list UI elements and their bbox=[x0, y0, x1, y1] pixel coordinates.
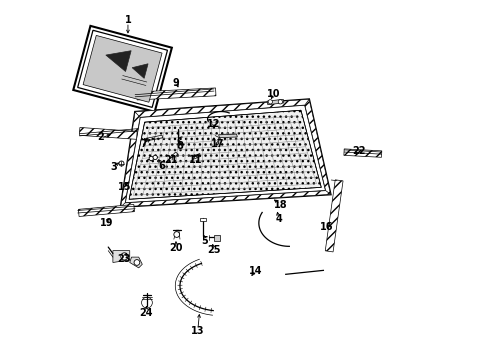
Text: 12: 12 bbox=[207, 120, 220, 129]
Polygon shape bbox=[73, 26, 171, 112]
Polygon shape bbox=[200, 218, 206, 221]
Text: 1: 1 bbox=[124, 15, 131, 26]
Polygon shape bbox=[83, 35, 162, 102]
Text: 7: 7 bbox=[141, 139, 147, 149]
Text: 4: 4 bbox=[275, 215, 282, 224]
Polygon shape bbox=[79, 127, 137, 139]
Text: 23: 23 bbox=[118, 254, 131, 264]
Text: 20: 20 bbox=[169, 243, 183, 253]
Text: 9: 9 bbox=[173, 78, 180, 88]
Polygon shape bbox=[135, 99, 308, 117]
Circle shape bbox=[278, 100, 282, 104]
Circle shape bbox=[134, 260, 140, 265]
Text: 19: 19 bbox=[100, 218, 113, 228]
Polygon shape bbox=[121, 191, 330, 207]
Polygon shape bbox=[78, 204, 134, 216]
Polygon shape bbox=[343, 149, 381, 157]
Polygon shape bbox=[78, 30, 167, 107]
Text: 16: 16 bbox=[320, 222, 333, 231]
Text: 6: 6 bbox=[158, 161, 165, 171]
Text: 17: 17 bbox=[210, 139, 224, 149]
Text: 15: 15 bbox=[118, 182, 131, 192]
Polygon shape bbox=[121, 99, 330, 207]
Text: 24: 24 bbox=[139, 308, 152, 318]
Text: 8: 8 bbox=[176, 141, 183, 151]
Text: 11: 11 bbox=[189, 155, 203, 165]
Polygon shape bbox=[325, 180, 343, 252]
Text: 3: 3 bbox=[110, 162, 117, 172]
Polygon shape bbox=[113, 251, 129, 262]
Circle shape bbox=[119, 161, 124, 166]
Text: 2: 2 bbox=[98, 132, 104, 142]
Polygon shape bbox=[105, 51, 131, 72]
Polygon shape bbox=[121, 112, 140, 207]
Text: 13: 13 bbox=[191, 325, 204, 336]
Polygon shape bbox=[218, 134, 237, 138]
Polygon shape bbox=[129, 257, 142, 268]
Polygon shape bbox=[214, 234, 220, 241]
Text: 21: 21 bbox=[164, 155, 177, 165]
Circle shape bbox=[174, 231, 179, 237]
Polygon shape bbox=[266, 99, 284, 105]
Polygon shape bbox=[304, 99, 330, 194]
Polygon shape bbox=[132, 64, 148, 78]
Circle shape bbox=[153, 155, 157, 159]
Circle shape bbox=[121, 253, 128, 260]
Text: 5: 5 bbox=[201, 236, 208, 246]
Polygon shape bbox=[129, 110, 321, 199]
Text: 25: 25 bbox=[207, 245, 220, 255]
Text: 10: 10 bbox=[266, 89, 279, 99]
Circle shape bbox=[149, 156, 153, 161]
Circle shape bbox=[267, 100, 272, 104]
Text: 22: 22 bbox=[352, 146, 365, 156]
Text: 18: 18 bbox=[273, 200, 286, 210]
Polygon shape bbox=[137, 88, 216, 100]
Text: 14: 14 bbox=[248, 266, 262, 276]
